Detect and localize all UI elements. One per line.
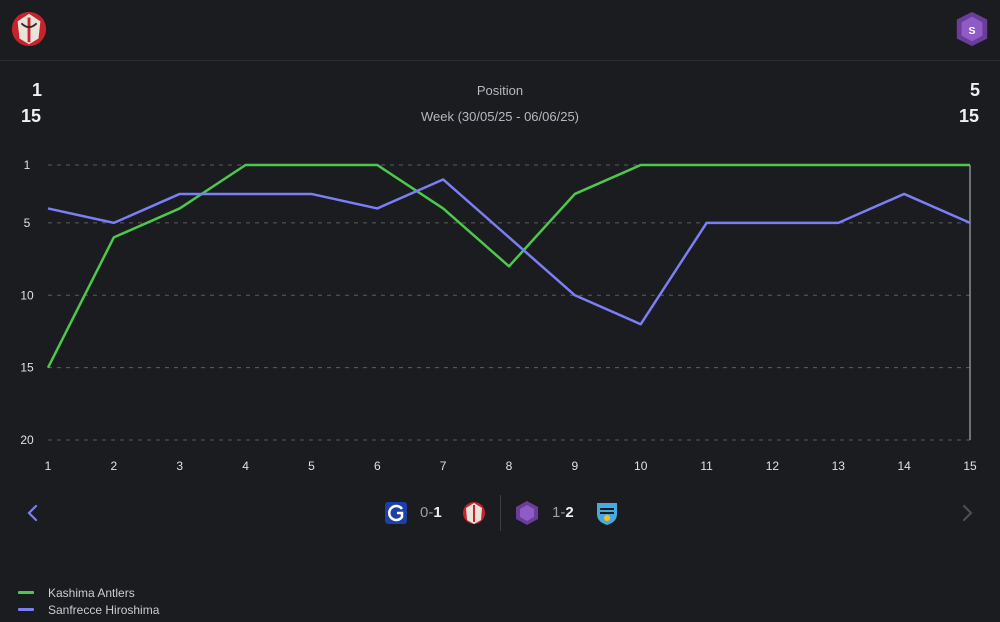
match-2-home-score: 1 — [552, 504, 561, 521]
x-tick-label: 13 — [832, 459, 846, 473]
match-1-away-score: 1 — [433, 504, 442, 521]
gamba-osaka-crest-icon[interactable] — [383, 500, 409, 526]
x-tick-label: 9 — [572, 459, 579, 473]
legend-swatch-kashima — [18, 591, 34, 594]
legend-swatch-hiroshima — [18, 608, 34, 611]
x-tick-label: 4 — [242, 459, 249, 473]
x-tick-label: 5 — [308, 459, 315, 473]
x-tick-label: 1 — [45, 459, 52, 473]
kawasaki-crest-icon[interactable] — [594, 500, 620, 526]
x-tick-label: 15 — [963, 459, 977, 473]
svg-text:S: S — [969, 26, 976, 37]
prev-button[interactable] — [18, 495, 48, 531]
legend-item-hiroshima: Sanfrecce Hiroshima — [18, 601, 159, 618]
legend-label-kashima: Kashima Antlers — [48, 585, 135, 600]
y-tick-label: 10 — [20, 288, 34, 302]
legend-label-hiroshima: Sanfrecce Hiroshima — [48, 602, 160, 617]
chart-legend: Kashima Antlers Sanfrecce Hiroshima — [18, 584, 159, 618]
x-tick-label: 11 — [700, 459, 713, 473]
y-tick-label: 15 — [20, 361, 34, 375]
y-tick-label: 20 — [20, 433, 34, 447]
series-line-kashima — [46, 163, 970, 369]
left-team-position: 1 — [32, 80, 43, 100]
hiroshima-crest-icon[interactable]: S — [953, 10, 991, 48]
score-separator: - — [428, 504, 434, 521]
kashima-crest-icon[interactable] — [10, 10, 48, 48]
right-team-position: 5 — [970, 80, 981, 100]
legend-item-kashima: Kashima Antlers — [18, 584, 159, 601]
series-line-hiroshima — [47, 178, 971, 326]
match-1-home-score: 0 — [420, 504, 429, 521]
x-tick-label: 2 — [111, 459, 118, 473]
x-tick-label: 8 — [506, 459, 513, 473]
right-team-total: 15 — [959, 106, 980, 126]
x-tick-label: 3 — [176, 459, 183, 473]
match-2-away-score: 2 — [565, 504, 574, 521]
x-tick-label: 7 — [440, 459, 447, 473]
match-1-score: 0-1 — [420, 504, 442, 521]
match-2-score: 1-2 — [552, 504, 574, 521]
match-row: 0-1 1-2 — [0, 495, 1000, 531]
chevron-left-icon — [27, 504, 38, 522]
x-tick-label: 14 — [897, 459, 911, 473]
hiroshima-crest-icon[interactable] — [514, 500, 540, 526]
y-tick-label: 1 — [24, 158, 31, 172]
x-tick-label: 10 — [634, 459, 648, 473]
y-tick-label: 5 — [24, 216, 31, 230]
match-divider — [500, 495, 501, 531]
x-tick-label: 6 — [374, 459, 381, 473]
chart-title: Position — [476, 83, 524, 98]
x-tick-label: 12 — [766, 459, 780, 473]
chart-subtitle: Week (30/05/25 - 06/06/25) — [420, 109, 580, 124]
score-separator: - — [560, 504, 566, 521]
chevron-right-icon — [962, 504, 973, 522]
header: S — [0, 0, 1000, 61]
kashima-crest-icon[interactable] — [461, 500, 487, 526]
left-team-total: 15 — [21, 106, 42, 126]
next-button[interactable] — [952, 495, 982, 531]
